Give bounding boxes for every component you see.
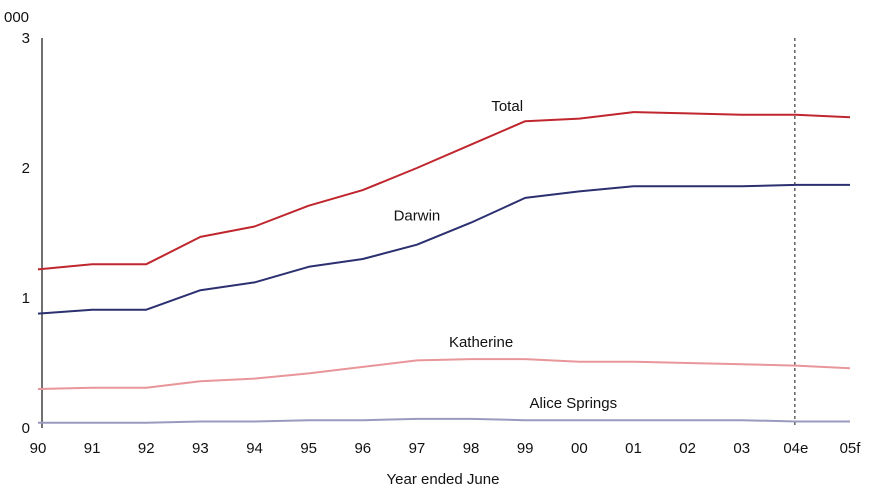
x-tick-label: 95 (300, 440, 317, 457)
x-tick-label: 01 (625, 440, 642, 457)
series-label-darwin: Darwin (394, 208, 441, 225)
series-line-alice-springs (38, 417, 850, 424)
x-tick-label: 99 (517, 440, 534, 457)
series-labels: Total Darwin Katherine Alice Springs (394, 98, 618, 412)
x-tick-label: 91 (84, 440, 101, 457)
x-tick-label: 92 (138, 440, 155, 457)
x-tick-label: 93 (192, 440, 209, 457)
x-tick-label: 97 (409, 440, 426, 457)
y-tick-label: 2 (22, 160, 30, 177)
x-tick-label: 05f (840, 440, 862, 457)
series-label-katherine: Katherine (449, 334, 513, 351)
x-tick-label: 00 (571, 440, 588, 457)
x-tick-labels: 90 91 92 93 94 95 96 97 98 99 00 01 02 03 04e 05f (30, 440, 862, 457)
series-line-katherine (37, 358, 851, 390)
y-tick-label: 0 (22, 420, 30, 437)
x-axis-title: Year ended June (387, 471, 500, 488)
y-unit-label: 000 (4, 9, 29, 26)
y-tick-label: 1 (22, 290, 30, 307)
x-tick-label: 98 (463, 440, 480, 457)
series-line-darwin (37, 183, 850, 315)
x-tick-label: 90 (30, 440, 47, 457)
x-tick-label: 02 (679, 440, 696, 457)
series-label-total: Total (491, 98, 523, 115)
x-tick-label: 94 (246, 440, 263, 457)
x-tick-label: 04e (783, 440, 808, 457)
y-tick-label: 3 (22, 30, 30, 47)
series-label-alice-springs: Alice Springs (530, 395, 618, 412)
x-tick-label: 03 (733, 440, 750, 457)
x-tick-label: 96 (354, 440, 371, 457)
series-lines (37, 111, 851, 424)
series-line-total (37, 111, 851, 271)
y-tick-labels: 0 1 2 3 (22, 30, 30, 437)
